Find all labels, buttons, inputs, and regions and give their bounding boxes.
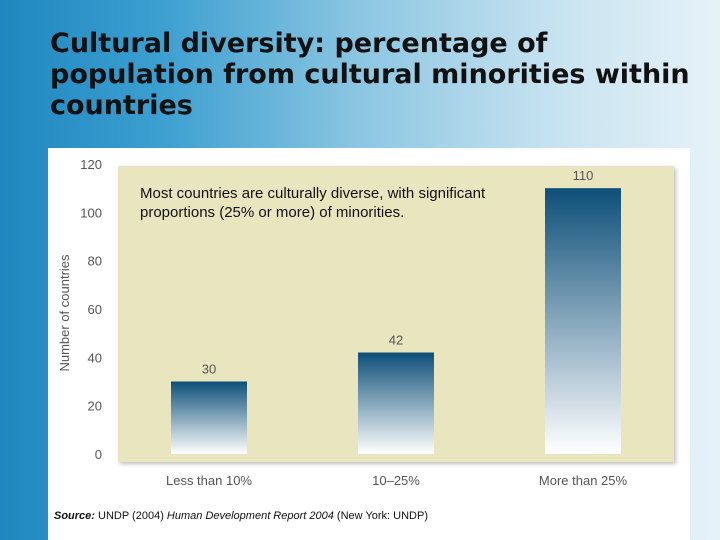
bar	[358, 352, 434, 454]
chart-callout: Most countries are culturally diverse, w…	[140, 185, 486, 221]
source-citation: Source: UNDP (2004) Human Development Re…	[54, 510, 428, 522]
y-tick-label: 80	[88, 254, 102, 269]
y-tick-label: 0	[95, 447, 102, 462]
y-axis-label: Number of countries	[57, 254, 72, 372]
x-category-label: More than 25%	[539, 473, 628, 488]
x-category-label: Less than 10%	[166, 473, 252, 488]
x-category-label: 10–25%	[372, 473, 420, 488]
slide-title: Cultural diversity: percentage of popula…	[50, 28, 690, 121]
source-author: UNDP (2004)	[98, 510, 164, 522]
chart-panel: 0 20 40 60 80 100 120 30 42 110 Less than 10% 10–…	[48, 148, 690, 496]
y-tick-label: 120	[80, 157, 102, 172]
bar-chart: 0 20 40 60 80 100 120 30 42 110 Less than 10% 10–…	[57, 157, 674, 488]
bar	[171, 381, 247, 454]
y-tick-label: 100	[80, 205, 102, 220]
y-tick-label: 60	[88, 302, 102, 317]
bar-value-label: 30	[202, 362, 216, 377]
bar-value-label: 42	[389, 333, 403, 348]
bar	[545, 188, 621, 454]
bar-value-label: 110	[573, 168, 594, 183]
source-label: Source:	[54, 510, 95, 522]
y-tick-label: 20	[88, 399, 102, 414]
y-tick-label: 40	[88, 350, 102, 365]
source-bar: Source: UNDP (2004) Human Development Re…	[48, 496, 690, 540]
source-publisher: (New York: UNDP)	[336, 510, 428, 522]
source-report-title: Human Development Report 2004	[166, 510, 334, 522]
